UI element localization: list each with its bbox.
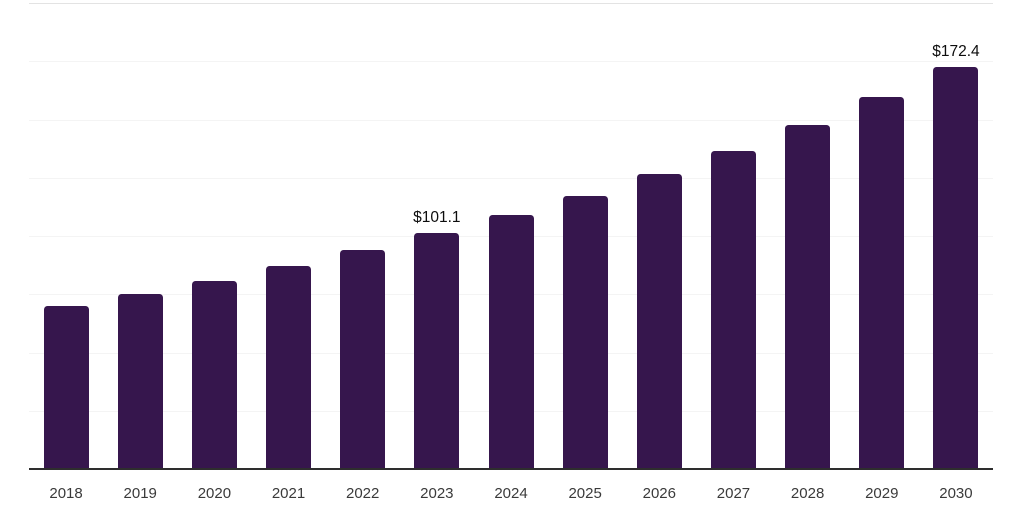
x-tick-label-2018: 2018 — [49, 485, 83, 502]
x-tick-label-2025: 2025 — [568, 485, 602, 502]
bar-2030[interactable] — [933, 67, 979, 469]
bar-2027[interactable] — [710, 150, 756, 469]
x-tick-label-2021: 2021 — [271, 485, 306, 502]
gridline-200 — [29, 3, 993, 4]
x-tick-label-2027: 2027 — [716, 485, 751, 502]
x-tick-label-2022: 2022 — [346, 485, 380, 502]
bar-2020[interactable] — [191, 280, 237, 469]
bar-2022[interactable] — [340, 249, 386, 469]
x-axis-line — [29, 468, 993, 470]
x-tick-label-2030: 2030 — [939, 485, 973, 502]
bar-2018[interactable] — [43, 305, 89, 469]
bar-2023[interactable] — [414, 233, 460, 469]
x-tick-label-2029: 2029 — [865, 485, 899, 502]
x-tick-label-2020: 2020 — [197, 485, 232, 502]
x-tick-label-2023: 2023 — [420, 485, 454, 502]
value-label-2023: $101.1 — [413, 209, 461, 227]
bar-2019[interactable] — [117, 293, 163, 469]
x-tick-label-2028: 2028 — [790, 485, 825, 502]
gridline-150 — [29, 119, 993, 121]
bar-2026[interactable] — [636, 174, 682, 469]
bar-2029[interactable] — [859, 97, 905, 469]
x-tick-label-2019: 2019 — [123, 485, 157, 502]
bar-2028[interactable] — [785, 125, 831, 469]
value-label-2030: $172.4 — [932, 43, 980, 61]
bar-2021[interactable] — [266, 265, 312, 469]
bar-2024[interactable] — [488, 215, 534, 469]
gridline-175 — [29, 61, 993, 63]
bar-2025[interactable] — [562, 195, 608, 469]
gridline-125 — [29, 177, 993, 179]
x-tick-label-2024: 2024 — [494, 485, 528, 502]
x-tick-label-2026: 2026 — [642, 485, 676, 502]
